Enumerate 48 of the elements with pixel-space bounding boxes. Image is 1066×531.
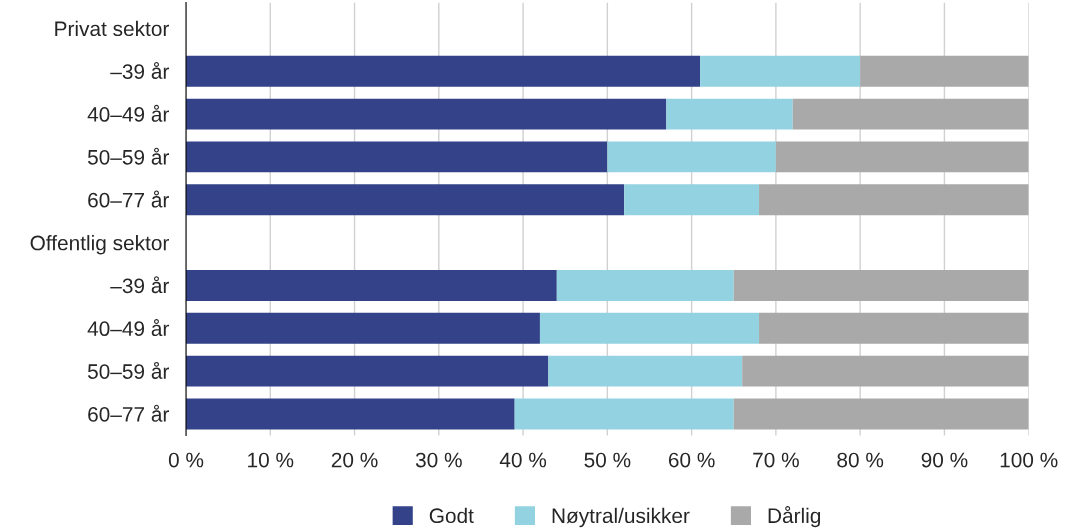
- bar: [186, 312, 540, 344]
- y-tick-label: –39 år: [110, 276, 170, 294]
- bar: [556, 270, 734, 301]
- bar: [759, 312, 1029, 344]
- bar: [548, 355, 743, 387]
- y-tick-label: 50–59 år: [87, 361, 170, 379]
- y-tick-label: –39 år: [110, 61, 170, 79]
- bar: [607, 141, 776, 173]
- y-tick-label: Offentlig sektor: [30, 235, 170, 255]
- x-tick-label: 70 %: [753, 452, 799, 468]
- bar: [775, 141, 1029, 173]
- bar: [742, 355, 1029, 387]
- legend-label: Godt: [429, 507, 474, 524]
- bar: [700, 55, 861, 87]
- bar: [539, 312, 760, 344]
- bar: [186, 184, 625, 216]
- bar: [186, 141, 608, 173]
- x-tick-label: 80 %: [837, 452, 884, 468]
- bar: [860, 55, 1029, 87]
- legend-label: Nøytral/usikker: [552, 507, 690, 528]
- y-tick-label: 50–59 år: [87, 147, 170, 165]
- legend-label: Dårlig: [768, 506, 821, 528]
- bar: [759, 184, 1029, 216]
- x-tick-label: 50 %: [584, 452, 631, 468]
- bar: [733, 398, 1029, 430]
- x-tick-label: 90 %: [921, 452, 968, 468]
- y-tick-label: 40–49 år: [87, 104, 170, 122]
- bar: [186, 98, 667, 130]
- bar: [186, 398, 515, 430]
- x-tick-label: 30 %: [415, 452, 462, 468]
- y-tick-label: 40–49 år: [87, 319, 170, 337]
- bar: [624, 184, 760, 216]
- x-tick-label: 60 %: [668, 452, 715, 468]
- x-tick-label: 0 %: [168, 452, 204, 468]
- x-tick-label: 20 %: [331, 452, 378, 468]
- bar: [186, 270, 557, 301]
- y-tick-label: 60–77 år: [88, 190, 170, 208]
- x-tick-label: 100 %: [1000, 452, 1058, 468]
- x-tick-label: 40 %: [499, 452, 547, 468]
- bar: [186, 355, 549, 387]
- y-tick-label: 60–77 år: [88, 404, 170, 422]
- y-tick-label: Privat sektor: [55, 20, 170, 37]
- x-tick-label: 10 %: [248, 452, 294, 468]
- bar: [186, 55, 701, 87]
- bar: [733, 270, 1029, 301]
- bar: [666, 98, 793, 130]
- bar: [792, 98, 1029, 130]
- bar: [514, 398, 734, 430]
